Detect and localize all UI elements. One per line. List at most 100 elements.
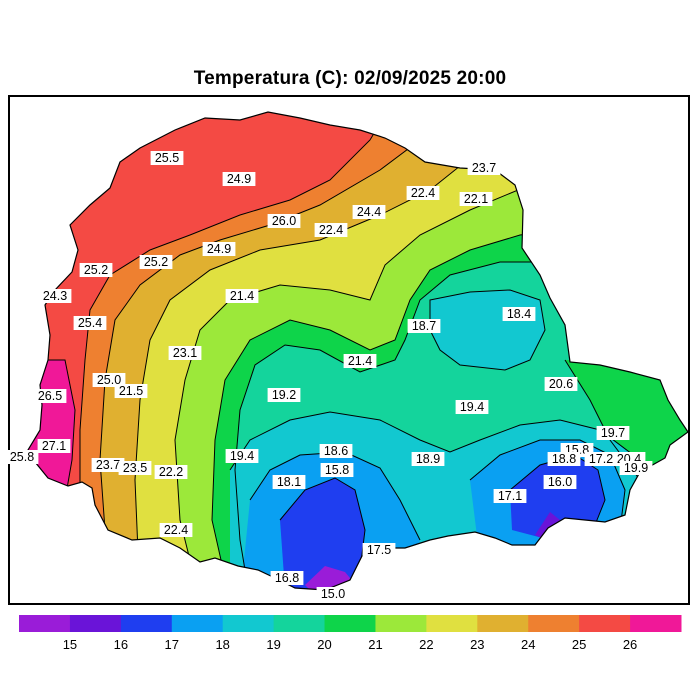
temperature-label: 16.0 bbox=[543, 475, 577, 489]
temperature-label: 15.0 bbox=[316, 587, 350, 601]
colorbar-ticks: 15 16 17 18 19 20 21 22 23 24 25 26 bbox=[63, 637, 638, 652]
temperature-label-text: 22.4 bbox=[411, 186, 435, 200]
colorbar-tick-label: 23 bbox=[470, 637, 484, 652]
temperature-label-text: 21.4 bbox=[348, 354, 372, 368]
temperature-label-text: 18.6 bbox=[324, 444, 348, 458]
temperature-label-bg bbox=[33, 389, 67, 403]
temperature-label: 19.4 bbox=[455, 400, 489, 414]
temperature-label: 22.4 bbox=[159, 523, 193, 537]
temperature-label-bg bbox=[150, 151, 184, 165]
temperature-label: 24.4 bbox=[352, 205, 386, 219]
temperature-label-bg bbox=[222, 172, 256, 186]
temperature-label: 15.8 bbox=[320, 463, 354, 477]
temperature-label-text: 22.4 bbox=[319, 223, 343, 237]
temperature-label-bg bbox=[73, 316, 107, 330]
temperature-label-bg bbox=[502, 307, 536, 321]
temperature-label: 25.0 bbox=[92, 373, 126, 387]
temperature-label-text: 17.5 bbox=[367, 543, 391, 557]
temperature-label-text: 24.9 bbox=[207, 242, 231, 256]
temperature-label: 22.4 bbox=[406, 186, 440, 200]
temperature-label-text: 25.5 bbox=[155, 151, 179, 165]
temperature-label-text: 25.2 bbox=[144, 255, 168, 269]
colorbar-segment bbox=[477, 615, 529, 632]
temperature-label-bg bbox=[168, 346, 202, 360]
colorbar-segment bbox=[120, 615, 173, 632]
temperature-label-bg bbox=[362, 543, 396, 557]
temperature-label-bg bbox=[91, 458, 125, 472]
temperature-label: 17.1 bbox=[493, 489, 527, 503]
map-title: Temperatura (C): 02/09/2025 20:00 bbox=[193, 68, 507, 89]
colorbar-segment bbox=[375, 615, 427, 632]
temperature-label: 24.9 bbox=[202, 242, 236, 256]
temperature-label-text: 19.9 bbox=[624, 461, 648, 475]
temperature-label-text: 24.9 bbox=[227, 172, 251, 186]
colorbar-segment bbox=[324, 615, 376, 632]
temperature-label-bg bbox=[38, 289, 72, 303]
temperature-label-bg bbox=[467, 161, 501, 175]
temperature-label: 24.9 bbox=[222, 172, 256, 186]
station-labels: 25.5 24.9 23.7 22.4 22.1 24.4 26.0 22.4 24.9 25.2… bbox=[5, 151, 653, 601]
temperature-label-text: 23.1 bbox=[173, 346, 197, 360]
temperature-label-bg bbox=[270, 571, 304, 585]
temperature-label-text: 25.2 bbox=[84, 263, 108, 277]
temperature-label-text: 23.7 bbox=[96, 458, 120, 472]
temperature-label: 25.8 bbox=[5, 450, 39, 464]
temperature-label-text: 22.2 bbox=[159, 465, 183, 479]
temperature-label: 23.7 bbox=[467, 161, 501, 175]
temperature-label: 23.5 bbox=[118, 461, 152, 475]
temperature-label-text: 21.5 bbox=[119, 384, 143, 398]
temperature-label-text: 19.4 bbox=[460, 400, 484, 414]
temperature-label: 18.4 bbox=[502, 307, 536, 321]
colorbar-tick-label: 16 bbox=[114, 637, 128, 652]
temperature-label-text: 18.4 bbox=[507, 307, 531, 321]
temperature-label: 21.4 bbox=[343, 354, 377, 368]
temperature-label-text: 27.1 bbox=[42, 439, 66, 453]
temperature-label-bg bbox=[316, 587, 350, 601]
colorbar-tick-label: 24 bbox=[521, 637, 535, 652]
temperature-label-text: 16.0 bbox=[548, 475, 572, 489]
colorbar-tick-label: 22 bbox=[419, 637, 433, 652]
temperature-label: 18.9 bbox=[411, 452, 445, 466]
temperature-label-text: 22.4 bbox=[164, 523, 188, 537]
temperature-label-text: 23.5 bbox=[123, 461, 147, 475]
temperature-label-bg bbox=[92, 373, 126, 387]
temperature-label: 16.8 bbox=[270, 571, 304, 585]
temperature-label-bg bbox=[139, 255, 173, 269]
temperature-label-bg bbox=[159, 523, 193, 537]
temperature-label: 24.3 bbox=[38, 289, 72, 303]
temperature-label-bg bbox=[544, 377, 578, 391]
temperature-label-bg bbox=[267, 388, 301, 402]
temperature-label: 22.2 bbox=[154, 465, 188, 479]
temperature-label: 19.2 bbox=[267, 388, 301, 402]
colorbar-segment bbox=[69, 615, 122, 632]
temperature-label-text: 18.9 bbox=[416, 452, 440, 466]
temperature-label-bg bbox=[459, 192, 493, 206]
temperature-label-text: 17.1 bbox=[498, 489, 522, 503]
temperature-label-bg bbox=[352, 205, 386, 219]
colorbar-tick-label: 18 bbox=[215, 637, 229, 652]
colorbar-segment bbox=[19, 615, 71, 632]
temperature-label-bg bbox=[455, 400, 489, 414]
temperature-label-text: 21.4 bbox=[230, 289, 254, 303]
colorbar-segment bbox=[273, 615, 326, 632]
temperature-label: 18.1 bbox=[272, 475, 306, 489]
temperature-label-text: 18.7 bbox=[412, 319, 436, 333]
temperature-label: 19.4 bbox=[225, 449, 259, 463]
temperature-label-bg bbox=[411, 452, 445, 466]
temperature-label-bg bbox=[343, 354, 377, 368]
colorbar-tick-label: 26 bbox=[623, 637, 637, 652]
temperature-label: 17.5 bbox=[362, 543, 396, 557]
temperature-label-bg bbox=[584, 452, 618, 466]
temperature-label: 26.5 bbox=[33, 389, 67, 403]
colorbar-segment bbox=[579, 615, 631, 632]
temperature-label-text: 18.8 bbox=[552, 452, 576, 466]
colorbar-tick-label: 25 bbox=[572, 637, 586, 652]
temperature-label-text: 20.6 bbox=[549, 377, 573, 391]
temperature-label-bg bbox=[118, 461, 152, 475]
temperature-label-text: 19.4 bbox=[230, 449, 254, 463]
colorbar-segment bbox=[171, 615, 224, 632]
colorbar-tick-label: 15 bbox=[63, 637, 77, 652]
temperature-label-text: 25.0 bbox=[97, 373, 121, 387]
temperature-label: 27.1 bbox=[37, 439, 71, 453]
